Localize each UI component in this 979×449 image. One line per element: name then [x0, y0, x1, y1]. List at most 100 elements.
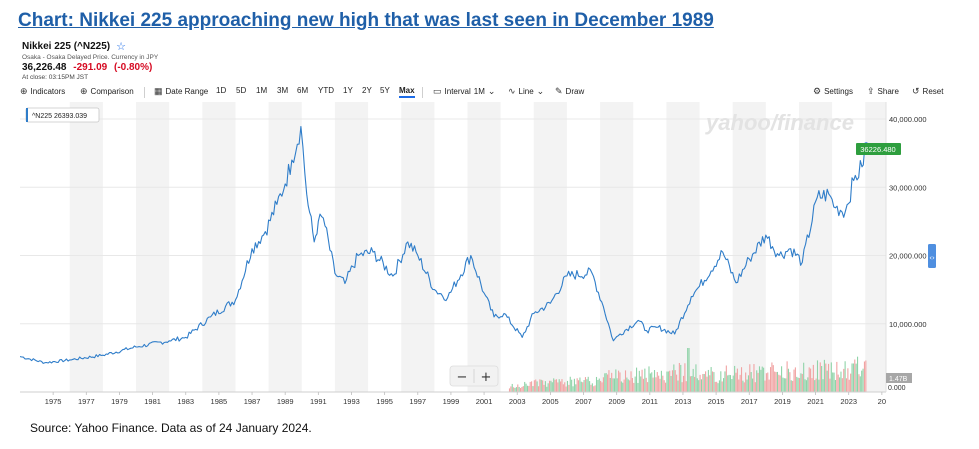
volume-bar [582, 382, 584, 392]
date-range-label: Date Range [165, 87, 209, 96]
volume-bar [647, 382, 649, 392]
volume-bar [774, 371, 776, 392]
range-5y[interactable]: 5Y [380, 86, 390, 95]
volume-bar [548, 380, 551, 392]
volume-bar [539, 379, 541, 392]
zoom-out-button[interactable]: − [457, 370, 468, 385]
volume-bar [787, 368, 790, 392]
volume-bar [694, 376, 696, 392]
settings-button[interactable]: ⚙ Settings [813, 86, 853, 97]
line-type-button[interactable]: ∿ Line ⌄ [508, 86, 544, 97]
volume-bar [608, 370, 610, 392]
volume-bar [535, 379, 537, 392]
range-3m[interactable]: 3M [277, 86, 289, 95]
x-tick-label: 2017 [741, 397, 758, 406]
range-6m[interactable]: 6M [297, 86, 309, 95]
volume-bar [662, 375, 664, 392]
volume-bar [717, 383, 719, 392]
volume-bar [685, 381, 687, 392]
volume-bar [732, 375, 734, 392]
volume-bar [827, 363, 830, 392]
volume-bar [682, 375, 685, 392]
volume-bar [623, 379, 625, 392]
indicators-button[interactable]: ⊕ Indicators [20, 86, 65, 97]
range-5d[interactable]: 5D [236, 86, 247, 95]
volume-bar [735, 372, 737, 392]
volume-bar [521, 386, 523, 392]
zoom-controls: − + [449, 365, 499, 387]
volume-bar [720, 371, 722, 392]
volume-bar [830, 362, 832, 392]
range-2y[interactable]: 2Y [362, 86, 372, 95]
comparison-button[interactable]: ⊕ Comparison [80, 86, 134, 97]
x-tick-label: 2023 [840, 397, 857, 406]
volume-bar [637, 382, 639, 392]
legend-box[interactable]: ^N225 26393.039 [25, 107, 100, 123]
x-tick-label: 2009 [608, 397, 625, 406]
volume-bar [611, 372, 613, 392]
nikkei-chart[interactable]: yahoo/finance 1975 1977 1979 1981 1983 1985 19… [20, 102, 979, 412]
drag-handle-icon: ‹› [929, 254, 935, 262]
volume-bar [757, 372, 759, 392]
range-ytd[interactable]: YTD [318, 86, 334, 95]
chart-area[interactable]: yahoo/finance 1975 1977 1979 1981 1983 1985 19… [20, 102, 979, 412]
volume-bar [518, 386, 520, 392]
volume-bar [829, 378, 831, 392]
volume-bar [862, 368, 864, 392]
volume-bar [688, 348, 690, 392]
range-max[interactable]: Max [399, 86, 415, 98]
volume-bar [568, 384, 570, 392]
x-tick-label: 2013 [675, 397, 692, 406]
x-tick-label: 2001 [476, 397, 493, 406]
volume-bar [713, 372, 715, 392]
star-icon[interactable]: ☆ [116, 41, 126, 53]
volume-bar [760, 369, 762, 392]
x-tick-label: 1981 [144, 397, 161, 406]
volume-bar [695, 364, 697, 392]
reset-button[interactable]: ↺ Reset [912, 86, 943, 97]
range-1m[interactable]: 1M [256, 86, 268, 95]
zoom-in-button[interactable]: + [481, 370, 492, 385]
range-1d[interactable]: 1D [216, 86, 227, 95]
interval-value: 1M [473, 87, 485, 96]
x-tick-label: 2005 [542, 397, 559, 406]
volume-bar [772, 365, 774, 392]
volume-bar [821, 365, 823, 392]
volume-bar [533, 380, 535, 392]
volume-bar [626, 377, 628, 392]
draw-label: Draw [565, 87, 585, 96]
volume-bar [723, 378, 725, 392]
indicators-label: Indicators [30, 87, 66, 96]
series-line [20, 125, 867, 364]
volume-bar [839, 377, 841, 392]
volume-bar [747, 375, 749, 392]
close-time: At close: 03:15PM JST [22, 74, 89, 81]
volume-bar [634, 376, 636, 392]
x-tick-label: 2021 [807, 397, 824, 406]
volume-bar [613, 378, 616, 392]
volume-bar [551, 382, 553, 392]
plus-circle-icon: ⊕ [80, 86, 88, 96]
volume-bar [569, 376, 571, 392]
volume-bar [605, 373, 607, 392]
draw-button[interactable]: ✎ Draw [555, 86, 584, 97]
volume-bar [822, 379, 824, 392]
volume-bar [752, 378, 754, 392]
volume-bar [825, 363, 827, 392]
volume-bar [572, 386, 574, 392]
volume-bar [536, 381, 538, 392]
scroll-handle[interactable]: ‹› [928, 244, 936, 268]
chevron-down-icon: ⌄ [536, 86, 545, 96]
price: 36,226.48 [22, 62, 67, 73]
headline: Chart: Nikkei 225 approaching new high t… [18, 10, 714, 31]
range-1y[interactable]: 1Y [343, 86, 353, 95]
share-button[interactable]: ⇪ Share [867, 86, 899, 97]
volume-bar [856, 356, 859, 392]
toolbar-divider [144, 87, 145, 98]
chevron-down-icon: ⌄ [487, 86, 496, 96]
x-tick-label: 2007 [575, 397, 592, 406]
volume-bar [808, 367, 810, 392]
date-range-button[interactable]: ▦ Date Range [154, 86, 208, 97]
interval-button[interactable]: ▭ Interval 1M ⌄ [433, 86, 495, 97]
volume-bar [522, 386, 524, 392]
